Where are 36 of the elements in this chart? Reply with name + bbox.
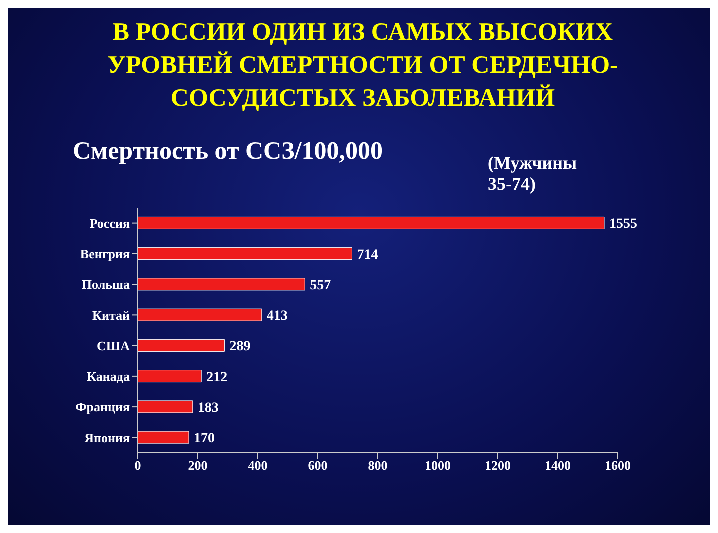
- data-label: 413: [266, 309, 288, 324]
- bar: [138, 216, 605, 230]
- x-tick-label: 1600: [605, 458, 631, 474]
- bar: [138, 278, 306, 291]
- x-tick-label: 1400: [545, 458, 571, 474]
- x-tick-label: 800: [368, 458, 388, 474]
- bar: [138, 431, 190, 444]
- y-tick-label: Польша: [82, 277, 130, 292]
- bar: [138, 339, 225, 352]
- data-label: 170: [194, 432, 215, 447]
- x-tick-label: 1000: [425, 458, 451, 474]
- chart-subtitle: Смертность от ССЗ/100,000: [73, 138, 383, 166]
- y-tick-label: Франция: [76, 400, 130, 415]
- x-tick-label: 1200: [485, 458, 511, 474]
- bar: [138, 308, 262, 322]
- y-tick-label: Канада: [87, 369, 130, 384]
- data-label: 212: [206, 370, 228, 386]
- bar: [138, 370, 202, 383]
- y-tick-label: Япония: [84, 430, 130, 446]
- text: (Мужчины 35-74): [488, 153, 578, 195]
- data-label: 289: [230, 340, 251, 355]
- x-tick-label: 0: [134, 458, 142, 474]
- x-tick-label: 600: [308, 458, 328, 474]
- x-tick-label: 200: [188, 458, 208, 474]
- y-tick-label: Китай: [92, 308, 131, 323]
- x-tick-label: 400: [248, 458, 268, 474]
- bar: [138, 400, 194, 414]
- data-label: 557: [310, 278, 332, 294]
- data-label: 714: [357, 248, 378, 263]
- y-tick-label: Венгрия: [80, 246, 130, 262]
- data-label: 183: [198, 400, 219, 416]
- y-tick-label: Россия: [90, 216, 130, 231]
- data-label: 1555: [610, 217, 638, 232]
- chart-title: В РОССИИ ОДИН ИЗ САМЫХ ВЫСОКИХ УРОВНЕЙ СМЕРТНОСТИ ОТ СЕРДЕЧНО-СОСУДИСТЫХ ЗАБОЛЕВАНИЙ: [106, 18, 620, 114]
- bar: [138, 248, 352, 260]
- y-tick-label: США: [96, 338, 131, 354]
